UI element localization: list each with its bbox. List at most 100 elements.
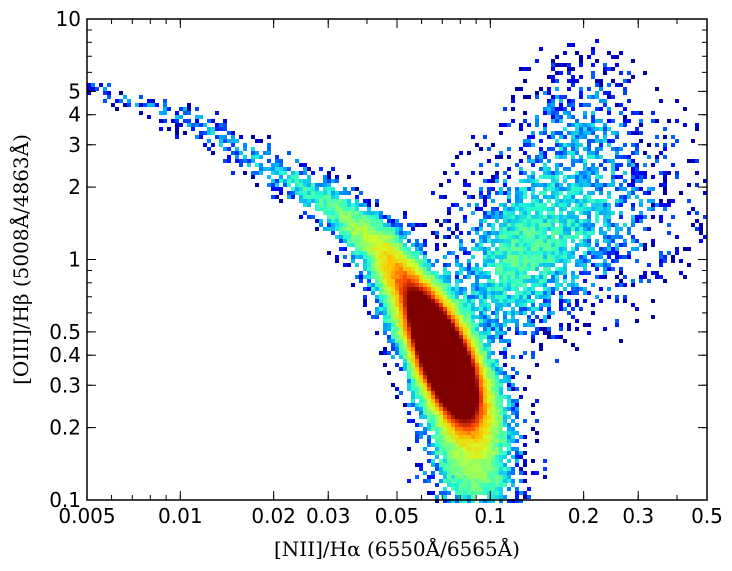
heatmap-cell (667, 251, 671, 255)
heatmap-cell (455, 279, 459, 283)
heatmap-cell (571, 239, 575, 243)
heatmap-cell (387, 263, 391, 267)
heatmap-cell (395, 363, 399, 367)
heatmap-cell (175, 131, 179, 135)
heatmap-cell (407, 387, 411, 391)
heatmap-cell (163, 107, 167, 111)
heatmap-cell (507, 327, 511, 331)
heatmap-cell (479, 443, 483, 447)
heatmap-cell (479, 163, 483, 167)
heatmap-cell (515, 407, 519, 411)
heatmap-cell (435, 447, 439, 451)
heatmap-cell (363, 215, 367, 219)
heatmap-cell (447, 427, 451, 431)
heatmap-cell (271, 163, 275, 167)
heatmap-cell (531, 235, 535, 239)
heatmap-cell (523, 111, 527, 115)
heatmap-cell (407, 223, 411, 227)
heatmap-cell (411, 351, 415, 355)
heatmap-cell (295, 175, 299, 179)
heatmap-cell (519, 243, 523, 247)
heatmap-cell (439, 407, 443, 411)
heatmap-cell (387, 239, 391, 243)
heatmap-cell (499, 367, 503, 371)
heatmap-cell (471, 403, 475, 407)
heatmap-cell (467, 471, 471, 475)
heatmap-cell (407, 291, 411, 295)
heatmap-cell (551, 119, 555, 123)
heatmap-cell (511, 479, 515, 483)
heatmap-cell (587, 127, 591, 131)
heatmap-cell (511, 399, 515, 403)
heatmap-cell (515, 319, 519, 323)
heatmap-cell (367, 267, 371, 271)
heatmap-cell (611, 79, 615, 83)
heatmap-cell (379, 211, 383, 215)
heatmap-cell (627, 71, 631, 75)
heatmap-cell (363, 251, 367, 255)
heatmap-cell (459, 311, 463, 315)
heatmap-cell (559, 259, 563, 263)
heatmap-cell (495, 211, 499, 215)
heatmap-cell (607, 211, 611, 215)
heatmap-cell (419, 291, 423, 295)
heatmap-cell (471, 411, 475, 415)
heatmap-cell (555, 151, 559, 155)
heatmap-cell (391, 223, 395, 227)
heatmap-cell (483, 235, 487, 239)
heatmap-cell (655, 143, 659, 147)
heatmap-cell (339, 247, 343, 251)
heatmap-cell (555, 71, 559, 75)
heatmap-cell (379, 295, 383, 299)
heatmap-cell (567, 227, 571, 231)
heatmap-cell (491, 363, 495, 367)
heatmap-cell (487, 223, 491, 227)
heatmap-cell (231, 135, 235, 139)
heatmap-cell (499, 187, 503, 191)
heatmap-cell (563, 235, 567, 239)
heatmap-cell (455, 203, 459, 207)
heatmap-cell (587, 55, 591, 59)
heatmap-cell (435, 483, 439, 487)
heatmap-cell (463, 347, 467, 351)
heatmap-cell (523, 251, 527, 255)
heatmap-cell (523, 243, 527, 247)
heatmap-cell (371, 251, 375, 255)
heatmap-cell (651, 163, 655, 167)
heatmap-cell (419, 423, 423, 427)
heatmap-cell (523, 191, 527, 195)
heatmap-cell (471, 383, 475, 387)
heatmap-cell (275, 179, 279, 183)
heatmap-cell (607, 243, 611, 247)
heatmap-cell (447, 395, 451, 399)
heatmap-cell (419, 435, 423, 439)
heatmap-cell (623, 275, 627, 279)
heatmap-cell (547, 111, 551, 115)
heatmap-cell (527, 187, 531, 191)
heatmap-cell (479, 383, 483, 387)
heatmap-cell (479, 223, 483, 227)
heatmap-cell (475, 291, 479, 295)
heatmap-cell (467, 439, 471, 443)
heatmap-cell (543, 231, 547, 235)
heatmap-cell (375, 311, 379, 315)
heatmap-cell (479, 291, 483, 295)
heatmap-cell (499, 303, 503, 307)
heatmap-cell (471, 359, 475, 363)
heatmap-cell (491, 291, 495, 295)
heatmap-cell (567, 99, 571, 103)
heatmap-cell (471, 303, 475, 307)
heatmap-cell (567, 115, 571, 119)
heatmap-cell (423, 255, 427, 259)
heatmap-cell (599, 155, 603, 159)
heatmap-cell (463, 439, 467, 443)
heatmap-cell (475, 447, 479, 451)
heatmap-cell (443, 395, 447, 399)
heatmap-cell (507, 319, 511, 323)
heatmap-cell (595, 151, 599, 155)
heatmap-cell (355, 231, 359, 235)
heatmap-cell (451, 395, 455, 399)
heatmap-cell (283, 167, 287, 171)
heatmap-cell (335, 179, 339, 183)
heatmap-cell (499, 259, 503, 263)
